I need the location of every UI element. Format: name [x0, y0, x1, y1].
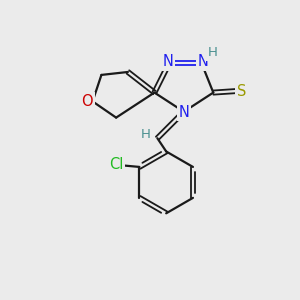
Text: S: S: [237, 84, 246, 99]
Text: H: H: [208, 46, 218, 59]
Text: Cl: Cl: [109, 158, 123, 172]
Text: H: H: [141, 128, 151, 141]
Text: O: O: [82, 94, 93, 109]
Text: N: N: [198, 54, 208, 69]
Text: N: N: [162, 54, 173, 69]
Text: N: N: [178, 105, 189, 120]
